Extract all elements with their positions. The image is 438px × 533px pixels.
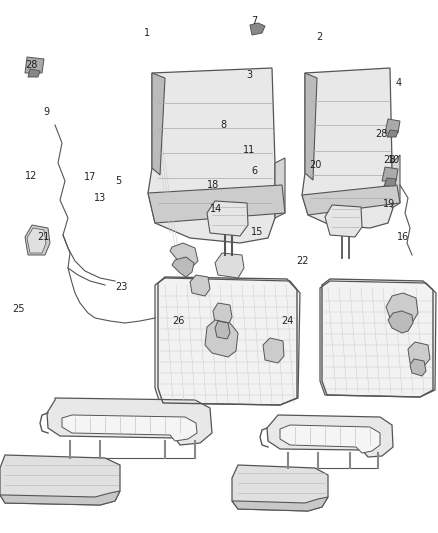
Text: 12: 12 — [25, 171, 38, 181]
Polygon shape — [205, 320, 238, 357]
Polygon shape — [388, 311, 413, 333]
Polygon shape — [386, 293, 418, 325]
Text: 16: 16 — [397, 232, 409, 242]
Polygon shape — [27, 228, 46, 253]
Text: 11: 11 — [243, 146, 255, 155]
Text: 4: 4 — [396, 78, 402, 87]
Polygon shape — [320, 281, 436, 397]
Text: 23: 23 — [115, 282, 127, 292]
Polygon shape — [155, 278, 300, 405]
Polygon shape — [250, 23, 265, 35]
Polygon shape — [25, 225, 50, 255]
Polygon shape — [302, 185, 400, 215]
Polygon shape — [384, 178, 396, 186]
Polygon shape — [275, 158, 285, 218]
Text: 6: 6 — [251, 166, 257, 175]
Polygon shape — [267, 415, 393, 457]
Polygon shape — [382, 167, 398, 181]
Text: 9: 9 — [43, 107, 49, 117]
Text: 18: 18 — [207, 181, 219, 190]
Text: 5: 5 — [115, 176, 121, 186]
Polygon shape — [25, 57, 44, 73]
Polygon shape — [392, 155, 400, 208]
Polygon shape — [190, 275, 210, 296]
Text: 3: 3 — [247, 70, 253, 79]
Polygon shape — [28, 69, 40, 77]
Text: 15: 15 — [251, 227, 263, 237]
Polygon shape — [207, 201, 248, 236]
Text: 28: 28 — [384, 155, 396, 165]
Text: 21: 21 — [38, 232, 50, 241]
Polygon shape — [263, 338, 284, 363]
Text: 26: 26 — [173, 316, 185, 326]
Text: 13: 13 — [94, 193, 106, 203]
Polygon shape — [62, 415, 197, 441]
Polygon shape — [215, 253, 244, 278]
Polygon shape — [47, 398, 212, 445]
Text: 7: 7 — [251, 17, 257, 26]
Text: 25: 25 — [12, 304, 25, 314]
Polygon shape — [213, 303, 232, 325]
Text: 14: 14 — [210, 205, 222, 214]
Polygon shape — [305, 73, 317, 180]
Polygon shape — [148, 185, 285, 223]
Polygon shape — [172, 257, 194, 277]
Text: 19: 19 — [383, 199, 395, 209]
Text: 8: 8 — [220, 120, 226, 130]
Text: 2: 2 — [317, 33, 323, 42]
Polygon shape — [387, 130, 398, 137]
Text: 24: 24 — [282, 316, 294, 326]
Polygon shape — [215, 321, 230, 339]
Text: 20: 20 — [309, 160, 321, 170]
Polygon shape — [408, 342, 430, 366]
Polygon shape — [385, 119, 400, 133]
Polygon shape — [148, 68, 275, 243]
Text: 28: 28 — [25, 60, 38, 70]
Text: 17: 17 — [84, 172, 96, 182]
Polygon shape — [325, 205, 362, 237]
Polygon shape — [302, 68, 393, 228]
Polygon shape — [0, 455, 120, 505]
Polygon shape — [170, 243, 198, 267]
Polygon shape — [232, 497, 328, 511]
Polygon shape — [152, 73, 165, 175]
Text: 28: 28 — [376, 130, 388, 139]
Text: 1: 1 — [144, 28, 150, 38]
Polygon shape — [410, 359, 426, 376]
Polygon shape — [280, 425, 380, 453]
Text: 10: 10 — [388, 155, 400, 165]
Polygon shape — [0, 491, 120, 505]
Polygon shape — [232, 465, 328, 511]
Text: 22: 22 — [296, 256, 308, 266]
